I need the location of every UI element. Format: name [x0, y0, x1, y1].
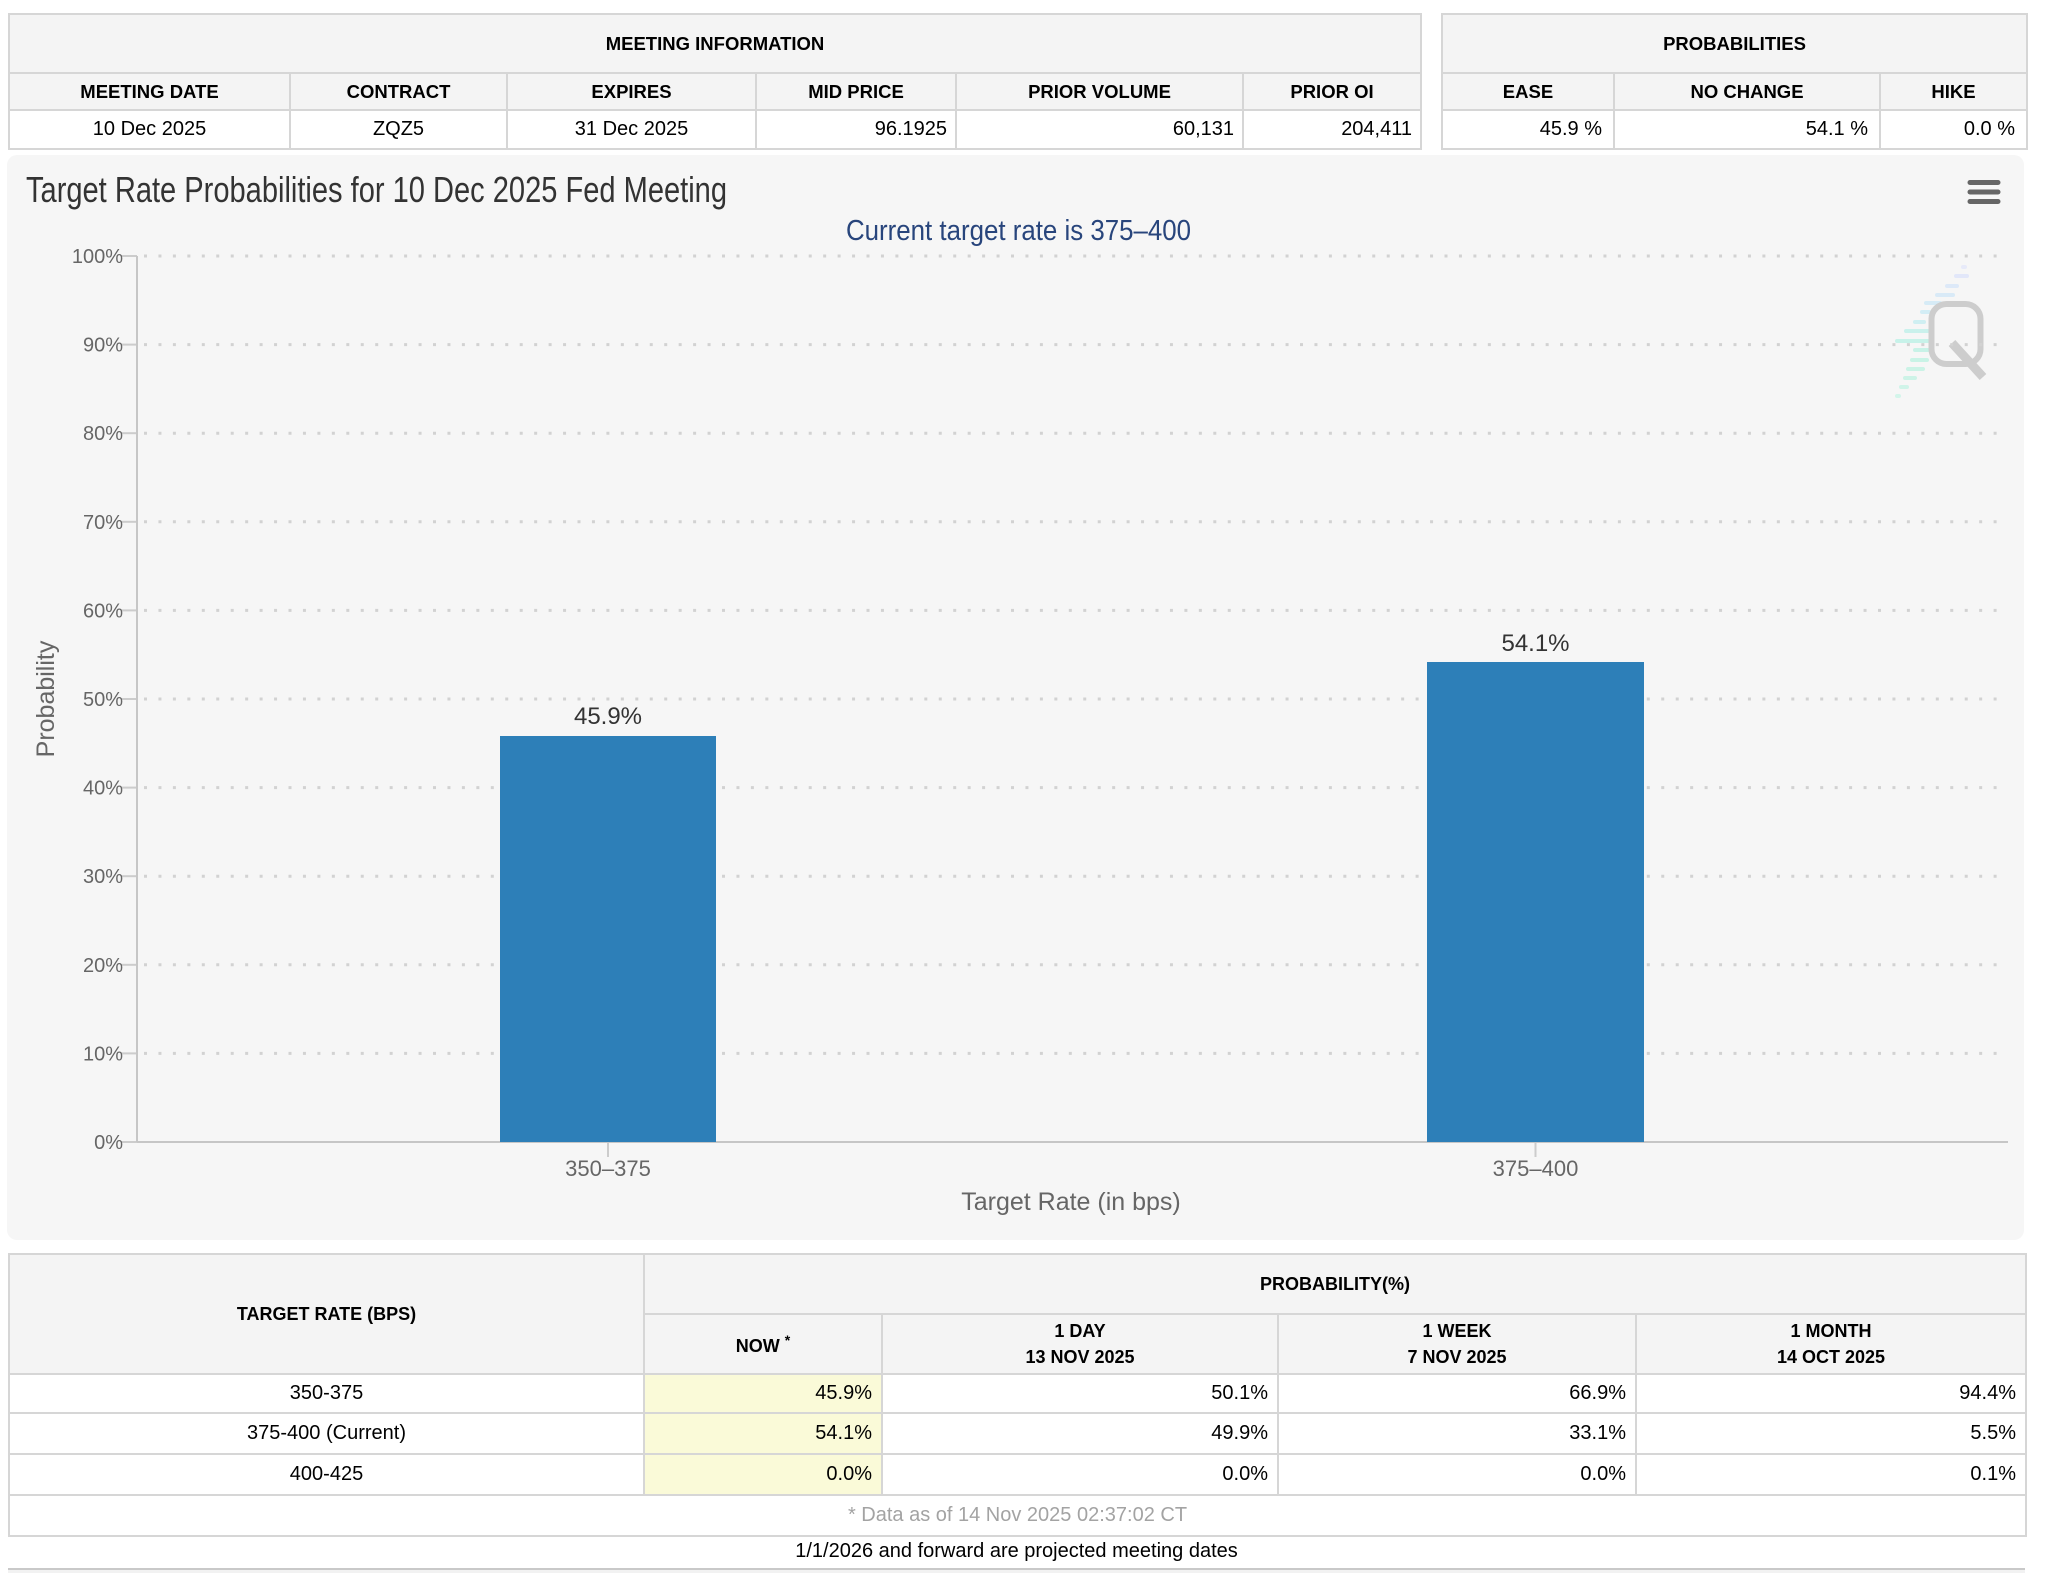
svg-text:54.1%: 54.1% [1501, 630, 1569, 657]
svg-text:90%: 90% [83, 335, 123, 357]
svg-text:40%: 40% [83, 778, 123, 800]
svg-text:0%: 0% [94, 1132, 123, 1154]
svg-text:375–400: 375–400 [1493, 1156, 1579, 1181]
svg-text:Target Rate (in bps): Target Rate (in bps) [961, 1188, 1181, 1216]
svg-text:Current target rate is 375–400: Current target rate is 375–400 [846, 215, 1191, 247]
svg-text:350–375: 350–375 [565, 1156, 651, 1181]
svg-text:45.9%: 45.9% [574, 703, 642, 730]
svg-text:80%: 80% [83, 423, 123, 445]
svg-text:Probability: Probability [32, 640, 60, 757]
svg-text:60%: 60% [83, 600, 123, 622]
svg-text:Target Rate Probabilities for: Target Rate Probabilities for 10 Dec 202… [26, 169, 727, 210]
svg-text:20%: 20% [83, 955, 123, 977]
svg-text:30%: 30% [83, 866, 123, 888]
svg-text:100%: 100% [72, 246, 123, 268]
svg-text:50%: 50% [83, 689, 123, 711]
svg-text:10%: 10% [83, 1043, 123, 1065]
svg-text:70%: 70% [83, 512, 123, 534]
